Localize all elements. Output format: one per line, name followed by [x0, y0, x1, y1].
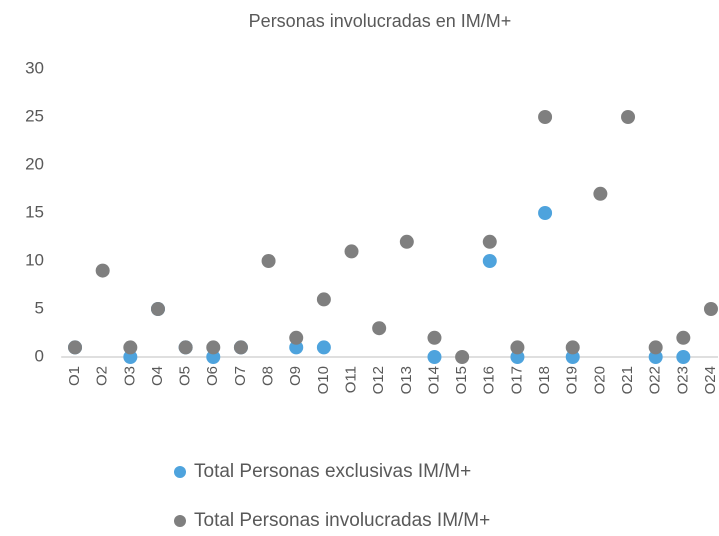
x-tick-label: O7: [232, 366, 249, 386]
y-tick-label: 5: [35, 298, 44, 317]
x-tick-label: O6: [204, 366, 221, 386]
dot: [538, 110, 553, 124]
dot: [289, 330, 304, 345]
dot: [399, 234, 414, 249]
dot: [233, 340, 248, 355]
x-tick-label: O17: [508, 366, 525, 394]
x-tick-label: O4: [149, 366, 166, 386]
dot: [593, 186, 608, 201]
chart-title: Personas involucradas en IM/M+: [249, 11, 512, 31]
dot: [68, 340, 83, 355]
dot: [510, 340, 525, 355]
x-tick-label: O8: [260, 366, 277, 386]
dot: [316, 292, 331, 307]
dot: [123, 340, 138, 355]
x-tick-label: O15: [453, 366, 470, 394]
x-tick-label: O3: [121, 366, 138, 386]
x-tick-label: O20: [591, 366, 608, 394]
dot: [648, 350, 663, 364]
dot: [648, 340, 663, 355]
dot: [676, 350, 691, 364]
y-tick-label: 0: [35, 346, 44, 365]
x-tick-label: O18: [536, 366, 553, 394]
y-tick-label: 20: [25, 154, 44, 173]
x-tick-label: O11: [342, 366, 359, 393]
legend-label: Total Personas exclusivas IM/M+: [194, 461, 471, 482]
legend-label: Total Personas involucradas IM/M+: [194, 510, 490, 531]
dot: [621, 110, 636, 124]
x-tick-label: O14: [425, 366, 442, 394]
dot: [344, 244, 359, 259]
y-tick-label: 25: [25, 106, 44, 125]
dot: [565, 350, 580, 364]
dot: [455, 350, 470, 364]
dot: [427, 330, 442, 345]
y-tick-label: 30: [25, 58, 44, 77]
y-tick-label: 15: [25, 202, 44, 221]
x-tick-label: O22: [647, 366, 664, 394]
x-tick-label: O24: [702, 366, 719, 394]
dot: [427, 350, 442, 364]
dot: [703, 302, 718, 316]
dot: [316, 340, 331, 355]
dot: [482, 254, 497, 268]
x-tick-label: O13: [398, 366, 415, 394]
x-tick-label: O16: [481, 366, 498, 394]
x-tick-label: O12: [370, 366, 387, 394]
legend-marker: [174, 466, 186, 478]
dot: [482, 234, 497, 249]
dot: [565, 340, 580, 355]
dot: [123, 350, 138, 364]
x-tick-label: O19: [564, 366, 581, 394]
dot: [510, 350, 525, 364]
dot: [150, 302, 165, 316]
x-tick-label: O2: [94, 366, 111, 386]
dot: [178, 340, 193, 355]
dot: [206, 350, 221, 364]
dot: [372, 321, 387, 336]
legend-marker: [174, 515, 186, 527]
x-tick-label: O10: [315, 366, 332, 394]
dot: [538, 206, 553, 220]
x-tick-label: O9: [287, 366, 304, 386]
dot: [289, 340, 304, 355]
x-tick-label: O23: [674, 366, 691, 394]
dot: [676, 330, 691, 345]
y-tick-label: 10: [25, 250, 44, 269]
x-tick-label: O5: [177, 366, 194, 386]
dot: [206, 340, 221, 355]
dot: [95, 263, 110, 278]
dot: [261, 254, 276, 268]
x-tick-label: O1: [66, 366, 83, 386]
x-tick-label: O21: [619, 366, 636, 394]
